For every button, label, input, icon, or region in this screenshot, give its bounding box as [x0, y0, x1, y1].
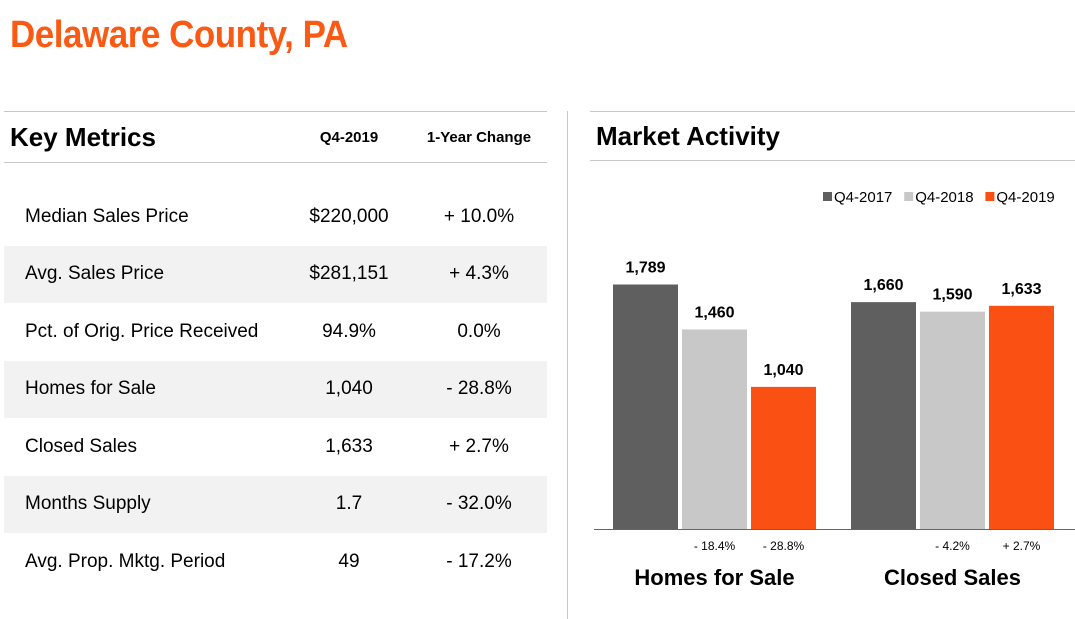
metric-change: - 32.0% [446, 493, 512, 515]
bar [613, 284, 678, 529]
market-activity-header-rule [590, 160, 1075, 161]
metric-change: 0.0% [457, 320, 501, 342]
metric-change: + 4.3% [449, 263, 509, 285]
legend-label: Q4-2018 [915, 189, 973, 206]
bar-value-label: 1,040 [763, 362, 803, 379]
category-label: Homes for Sale [634, 565, 794, 590]
legend-swatch [985, 192, 995, 201]
metric-value: 49 [338, 550, 360, 572]
market-activity-title: Market Activity [596, 121, 780, 151]
legend-label: Q4-2019 [996, 189, 1054, 206]
metric-row: Closed Sales 1,633 + 2.7% [4, 418, 547, 476]
key-metrics-title: Key Metrics [10, 122, 156, 152]
metric-label: Months Supply [25, 493, 151, 515]
metric-row: Avg. Prop. Mktg. Period 49 - 17.2% [4, 533, 547, 591]
market-activity-panel: Market Activity Q4-2017 Q4-2018 Q4-2019 1,7… [590, 111, 1075, 619]
metric-row: Median Sales Price $220,000 + 10.0% [4, 188, 547, 246]
page-title: Delaware County, PA [10, 14, 348, 56]
metric-value: 1,040 [325, 378, 373, 400]
key-metrics-table: Median Sales Price $220,000 + 10.0% Avg.… [4, 188, 547, 591]
column-header-period: Q4-2019 [319, 129, 379, 146]
metric-label: Pct. of Orig. Price Received [25, 320, 259, 342]
metric-label: Median Sales Price [25, 205, 189, 227]
key-metrics-top-rule [4, 111, 547, 112]
metric-label: Homes for Sale [25, 378, 156, 400]
metric-label: Avg. Sales Price [25, 263, 165, 285]
change-label: - 4.2% [935, 539, 970, 553]
metric-row: Avg. Sales Price $281,151 + 4.3% [4, 245, 547, 303]
metric-label: Closed Sales [25, 435, 137, 457]
metric-change: - 17.2% [446, 550, 512, 572]
metric-value: $281,151 [309, 263, 389, 285]
bar-value-label: 1,633 [1001, 281, 1041, 298]
bar [682, 329, 747, 529]
legend-swatch [823, 192, 832, 201]
bar [989, 305, 1054, 529]
bar-value-label: 1,590 [932, 287, 972, 304]
metric-change: + 10.0% [443, 205, 515, 227]
metric-value: 94.9% [322, 320, 376, 342]
column-header-change: 1-Year Change [426, 129, 532, 146]
legend-label: Q4-2017 [834, 189, 892, 206]
metric-row: Pct. of Orig. Price Received 94.9% 0.0% [4, 303, 547, 361]
market-activity-top-rule [590, 111, 1075, 112]
key-metrics-header-rule [4, 162, 547, 163]
bar-value-label: 1,789 [625, 260, 665, 277]
category-label: Closed Sales [884, 565, 1021, 590]
bar-value-label: 1,660 [863, 277, 903, 294]
bar [751, 386, 816, 529]
change-label: + 2.7% [1003, 539, 1041, 553]
metric-change: + 2.7% [449, 435, 509, 457]
key-metrics-header: Key Metrics Q4-2019 1-Year Change [4, 112, 547, 162]
bar [920, 311, 985, 529]
metric-value: $220,000 [309, 205, 389, 227]
metric-label: Avg. Prop. Mktg. Period [25, 550, 226, 572]
legend-swatch [904, 192, 914, 201]
change-label: - 28.8% [763, 539, 805, 553]
metric-row: Months Supply 1.7 - 32.0% [4, 475, 547, 533]
metric-value: 1.7 [335, 493, 363, 515]
metric-value: 1,633 [325, 435, 373, 457]
bar [851, 302, 916, 529]
metric-row: Homes for Sale 1,040 - 28.8% [4, 360, 547, 418]
panel-divider [567, 111, 568, 619]
metric-change: - 28.8% [446, 378, 512, 400]
market-activity-chart: Q4-2017 Q4-2018 Q4-2019 1,789 1,460 1,040 - 18… [594, 189, 1075, 590]
change-label: - 18.4% [694, 539, 736, 553]
bar-value-label: 1,460 [694, 304, 734, 321]
key-metrics-panel: Key Metrics Q4-2019 1-Year Change Median… [4, 111, 547, 591]
